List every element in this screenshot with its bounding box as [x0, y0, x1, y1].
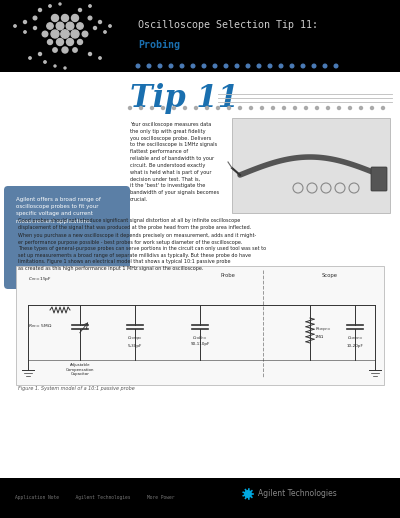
Circle shape [78, 8, 82, 11]
Text: Figure 1. System model of a 10:1 passive probe: Figure 1. System model of a 10:1 passive… [18, 386, 135, 391]
Circle shape [245, 495, 247, 496]
Text: $C_{scope}$=
10-20pF: $C_{scope}$= 10-20pF [346, 334, 364, 348]
Text: Probe: Probe [220, 273, 236, 278]
Circle shape [279, 64, 283, 68]
Circle shape [158, 64, 162, 68]
Circle shape [61, 30, 69, 38]
Circle shape [282, 107, 286, 109]
Circle shape [260, 107, 264, 109]
Circle shape [301, 64, 305, 68]
Circle shape [169, 64, 173, 68]
FancyBboxPatch shape [371, 167, 387, 191]
Circle shape [250, 492, 251, 494]
Circle shape [334, 64, 338, 68]
Circle shape [109, 25, 111, 27]
Circle shape [78, 39, 82, 45]
Circle shape [38, 8, 42, 11]
Circle shape [128, 107, 132, 109]
Circle shape [248, 491, 250, 493]
Text: When you purchase a new oscilloscope it depends precisely on measurement, adds a: When you purchase a new oscilloscope it … [18, 233, 266, 271]
Circle shape [49, 5, 51, 7]
Circle shape [147, 64, 151, 68]
Circle shape [224, 64, 228, 68]
Circle shape [66, 22, 74, 30]
Circle shape [304, 107, 308, 109]
Circle shape [257, 64, 261, 68]
Circle shape [66, 38, 74, 46]
Text: $R_{src}$= 5MΩ: $R_{src}$= 5MΩ [28, 322, 52, 329]
Circle shape [348, 107, 352, 109]
Circle shape [246, 64, 250, 68]
Circle shape [294, 107, 296, 109]
Circle shape [202, 64, 206, 68]
Circle shape [42, 31, 48, 37]
Circle shape [150, 107, 154, 109]
Circle shape [77, 23, 83, 29]
Circle shape [98, 21, 102, 23]
Circle shape [59, 3, 61, 5]
Circle shape [64, 67, 66, 69]
Circle shape [104, 31, 106, 33]
Text: Adjustable
Compensation
Capacitor: Adjustable Compensation Capacitor [66, 363, 94, 376]
Circle shape [72, 15, 78, 22]
Circle shape [38, 52, 42, 55]
Circle shape [44, 61, 46, 63]
Circle shape [180, 64, 184, 68]
Circle shape [272, 107, 274, 109]
Circle shape [24, 21, 26, 23]
Circle shape [247, 491, 248, 492]
Circle shape [206, 107, 208, 109]
Text: Your oscilloscope measures data
the only tip with great fidelity
you oscilloscop: Your oscilloscope measures data the only… [130, 122, 219, 202]
Circle shape [56, 38, 64, 46]
FancyBboxPatch shape [4, 186, 130, 289]
Circle shape [48, 39, 52, 45]
Circle shape [24, 31, 26, 33]
Circle shape [88, 52, 92, 55]
Circle shape [82, 31, 88, 37]
FancyBboxPatch shape [232, 118, 390, 213]
Circle shape [62, 15, 68, 22]
Circle shape [370, 107, 374, 109]
Circle shape [172, 107, 176, 109]
Text: Oscilloscope Selection Tip 11:: Oscilloscope Selection Tip 11: [138, 20, 318, 30]
Circle shape [51, 30, 59, 38]
Text: $R_{scope}$=
1MΩ: $R_{scope}$= 1MΩ [315, 325, 332, 338]
FancyBboxPatch shape [16, 266, 384, 385]
Text: $C_{comp}$=
5-30pF: $C_{comp}$= 5-30pF [127, 334, 143, 348]
Circle shape [99, 57, 101, 59]
Circle shape [268, 64, 272, 68]
Circle shape [33, 16, 37, 20]
Text: Probing: Probing [138, 40, 180, 50]
Circle shape [194, 107, 198, 109]
Circle shape [54, 65, 56, 67]
Circle shape [360, 107, 362, 109]
Circle shape [47, 23, 53, 29]
Circle shape [216, 107, 220, 109]
Circle shape [136, 64, 140, 68]
Circle shape [245, 492, 247, 493]
Circle shape [245, 493, 246, 495]
Text: $C_{cable}$=
90-110pF: $C_{cable}$= 90-110pF [190, 334, 210, 346]
Circle shape [88, 16, 92, 20]
Circle shape [246, 493, 250, 496]
Circle shape [228, 107, 230, 109]
Circle shape [73, 48, 77, 52]
FancyBboxPatch shape [0, 478, 400, 518]
Circle shape [247, 496, 248, 497]
Text: Scope: Scope [322, 273, 338, 278]
Circle shape [62, 47, 68, 53]
Circle shape [290, 64, 294, 68]
Circle shape [14, 25, 16, 27]
Circle shape [326, 107, 330, 109]
Circle shape [34, 26, 36, 30]
Circle shape [29, 57, 31, 59]
Circle shape [382, 107, 384, 109]
Circle shape [235, 64, 239, 68]
Circle shape [71, 30, 79, 38]
Circle shape [238, 107, 242, 109]
Circle shape [323, 64, 327, 68]
Circle shape [53, 48, 57, 52]
Text: Tip 11: Tip 11 [130, 82, 239, 113]
FancyBboxPatch shape [0, 0, 400, 72]
